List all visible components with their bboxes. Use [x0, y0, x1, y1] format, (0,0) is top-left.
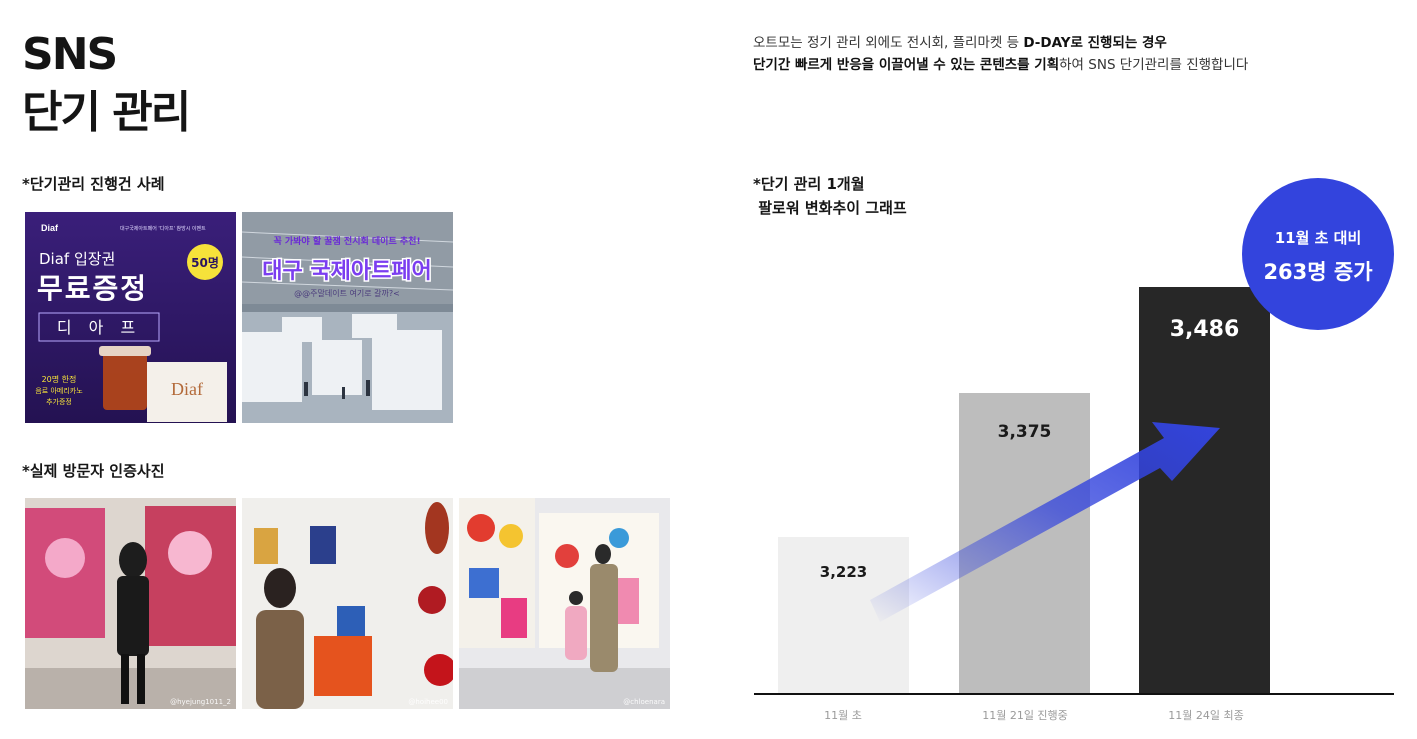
- title-line-1: SNS: [22, 29, 118, 80]
- section-visitors-heading: *실제 방문자 인증사진: [22, 462, 165, 480]
- growth-arrow: [870, 422, 1220, 622]
- promo-event: 대구국제아트페어 '디아프' 참방시 이벤트: [120, 225, 206, 232]
- promo-note2: 음료 아메리카노: [35, 386, 83, 395]
- promo-ticket: Diaf 입장권: [39, 250, 115, 268]
- bar-value-nov-24: 3,486: [1169, 317, 1240, 342]
- promo-badge-circle: [187, 244, 223, 280]
- graph-heading-line1: *단기 관리 1개월: [753, 175, 865, 193]
- section-cases-heading: *단기관리 진행건 사례: [22, 175, 165, 193]
- growth-callout: 11월 초 대비 263명 증가: [1242, 178, 1394, 330]
- fair-subtext: @@주말데이트 여기로 갈까?<: [294, 288, 400, 298]
- fair-top-text: 꼭 가봐야 할 꿀잼 전시회 데이트 추천!: [273, 235, 420, 247]
- title-line-2: 단기 관리: [22, 87, 191, 138]
- promo-drink: [103, 352, 147, 410]
- visitor-photo-3: @chloenara: [459, 498, 670, 709]
- person-adult-head: [595, 544, 611, 564]
- promo-headline: 무료증정: [37, 272, 148, 305]
- art-fair-graphic: 꼭 가봐야 할 꿀잼 전시회 데이트 추천! 대구 국제아트페어 @@주말데이트…: [242, 212, 453, 423]
- ceiling-trusses: [242, 231, 453, 291]
- visitor-photo-3-graphic: [459, 498, 670, 709]
- promo-box-label: Diaf: [171, 379, 203, 399]
- promo-drink-lid: [99, 346, 151, 356]
- person-coat: [256, 610, 304, 709]
- intro-text: 오트모는 정기 관리 외에도 전시회, 플리마켓 등 D-DAY로 진행되는 경…: [753, 32, 1248, 76]
- booth-walls: [242, 314, 442, 410]
- promo-card-graphic: Diaf 대구국제아트페어 '디아프' 참방시 이벤트 Diaf 입장권 무료증…: [25, 212, 236, 423]
- graph-heading-line2: 팔로워 변화추이 그래프: [753, 199, 907, 217]
- visitor-photo-1-graphic: [25, 498, 236, 709]
- visitor-photo-1: @hyejung1011_2: [25, 498, 236, 709]
- promo-box: [147, 362, 227, 422]
- category-label-nov-21: 11월 21일 진행중: [982, 709, 1068, 722]
- photo-credit-2: @hoihee00: [408, 698, 448, 706]
- bar-nov-24: 3,486: [1139, 287, 1270, 693]
- person-body: [117, 576, 149, 656]
- chart-baseline: [754, 693, 1394, 695]
- promo-name: 디 아 프: [57, 318, 141, 337]
- intro-line2-bold: 단기간 빠르게 반응을 이끌어낼 수 있는 콘텐츠를 기획: [753, 57, 1060, 73]
- page-title: SNS 단기 관리: [22, 26, 191, 142]
- intro-line1-plain: 오트모는 정기 관리 외에도 전시회, 플리마켓 등: [753, 35, 1024, 51]
- callout-line2: 263명 증가: [1263, 260, 1373, 284]
- category-label-nov-24: 11월 24일 최종: [1168, 709, 1244, 722]
- visitors: [304, 380, 370, 399]
- section-graph-heading: *단기 관리 1개월 팔로워 변화추이 그래프: [753, 172, 907, 220]
- callout-line1: 11월 초 대비: [1274, 229, 1362, 247]
- promo-note3: 추가증정: [46, 397, 72, 406]
- intro-line2-plain: 하여 SNS 단기관리를 진행합니다: [1059, 57, 1249, 73]
- person-head: [264, 568, 296, 608]
- promo-badge: 50명: [191, 256, 219, 270]
- bar-value-nov-21: 3,375: [997, 422, 1052, 442]
- visitor-photo-2: @hoihee00: [242, 498, 453, 709]
- person-adult-coat: [590, 564, 618, 672]
- bar-value-nov-early: 3,223: [819, 563, 868, 581]
- photo-credit-3: @chloenara: [623, 698, 665, 706]
- intro-line1-bold: D-DAY로 진행되는 경우: [1023, 35, 1167, 51]
- visitor-photo-2-graphic: [242, 498, 453, 709]
- art-fair-image: 꼭 가봐야 할 꿀잼 전시회 데이트 추천! 대구 국제아트페어 @@주말데이트…: [242, 212, 453, 423]
- promo-brand: Diaf: [41, 223, 59, 233]
- promo-name-box: [38, 312, 160, 342]
- person-child-head: [569, 591, 583, 605]
- fair-headline: 대구 국제아트페어: [262, 259, 432, 284]
- person-child-coat: [565, 606, 587, 660]
- promo-card-image: Diaf 대구국제아트페어 '디아프' 참방시 이벤트 Diaf 입장권 무료증…: [25, 212, 236, 423]
- category-label-nov-early: 11월 초: [824, 709, 862, 722]
- photo-credit-1: @hyejung1011_2: [170, 698, 231, 706]
- promo-note1: 20명 한정: [42, 374, 77, 384]
- person-head: [119, 542, 147, 578]
